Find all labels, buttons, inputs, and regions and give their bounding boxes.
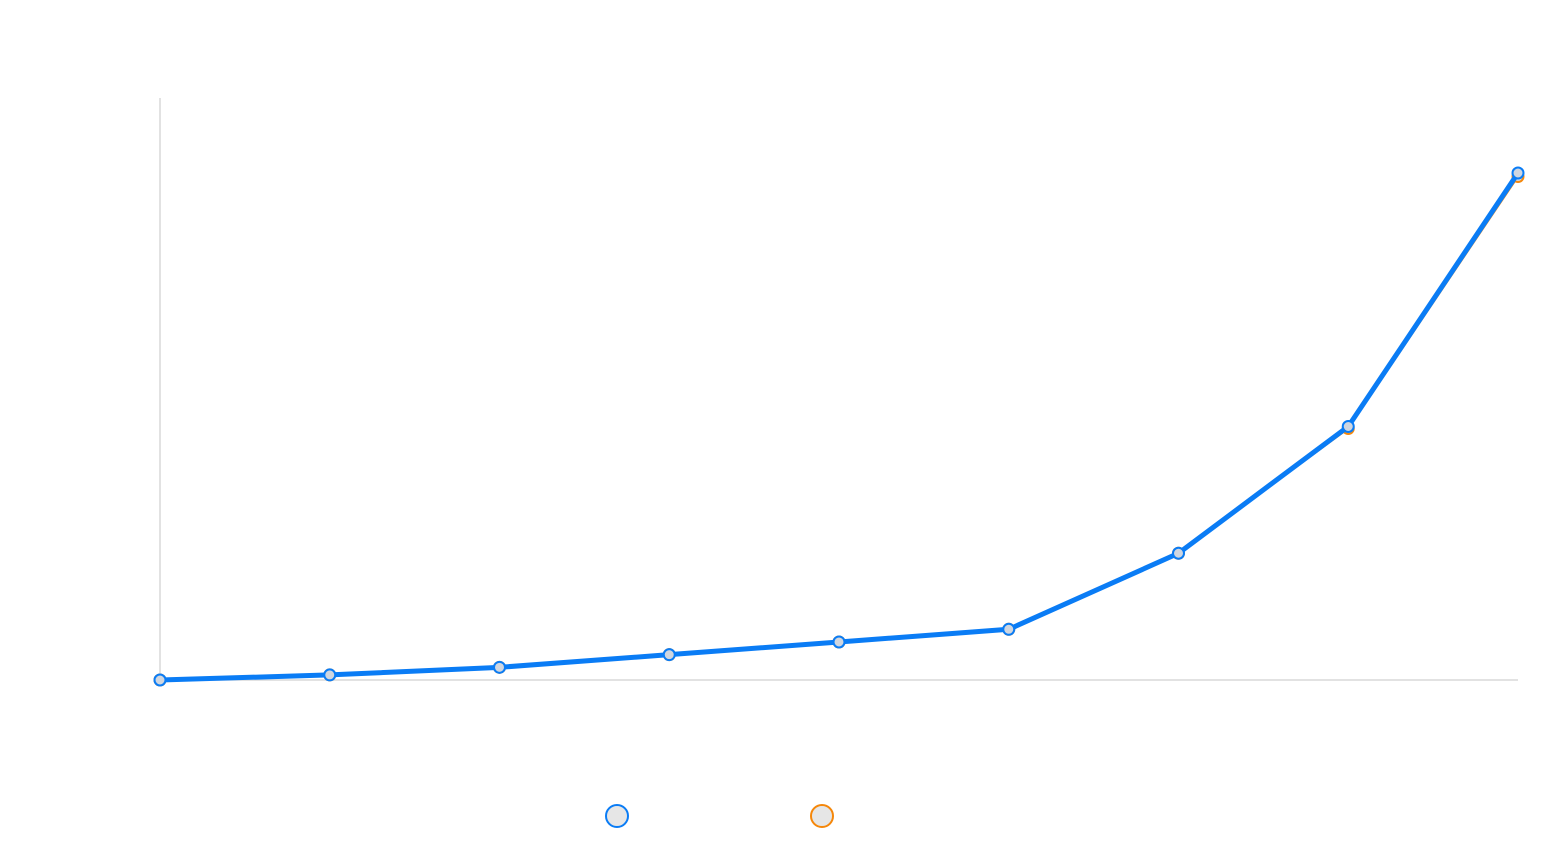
series-line-0 (157, 170, 1521, 683)
data-point-0-8[interactable] (1511, 166, 1525, 180)
series-layer (153, 166, 1525, 687)
data-point-0-4[interactable] (832, 635, 846, 649)
series-0 (153, 166, 1525, 687)
legend-marker-0[interactable] (605, 804, 629, 828)
data-point-0-7[interactable] (1341, 420, 1355, 433)
data-point-0-0[interactable] (153, 673, 167, 687)
legend[interactable] (605, 804, 834, 828)
series-line-1 (159, 175, 1519, 681)
legend-marker-1[interactable] (810, 804, 834, 828)
data-point-0-1[interactable] (323, 668, 337, 682)
series-1 (153, 170, 1525, 687)
data-point-0-3[interactable] (662, 648, 676, 662)
data-point-0-6[interactable] (1172, 546, 1185, 560)
data-point-0-2[interactable] (493, 660, 506, 674)
data-point-0-5[interactable] (1002, 622, 1016, 636)
